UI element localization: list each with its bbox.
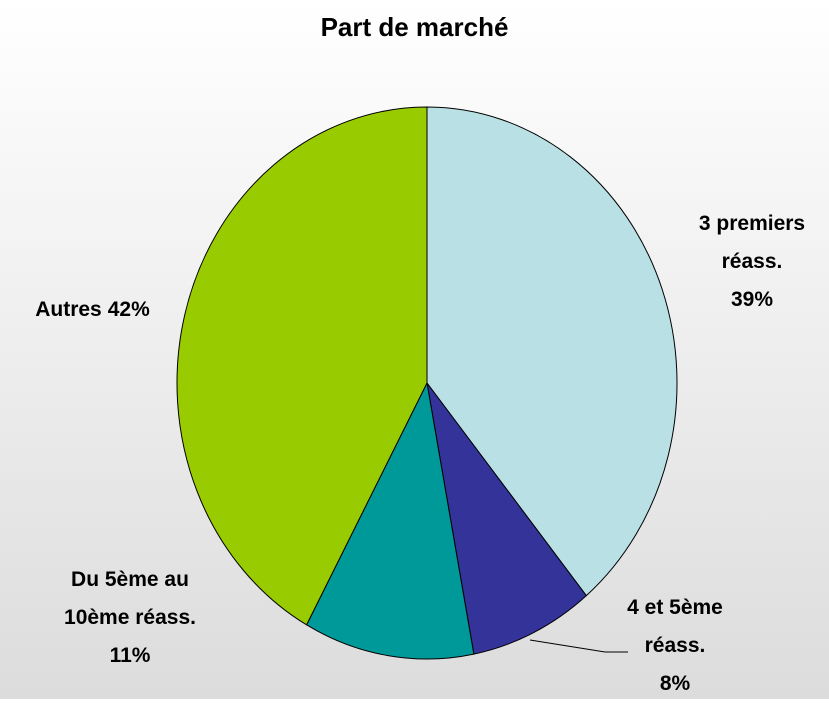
- chart-title: Part de marché: [320, 12, 509, 42]
- pie-slice: [305, 381, 475, 660]
- category-label: Autres: [35, 298, 102, 321]
- pie-slice: [426, 106, 678, 597]
- slice-label: Autres 42%: [0, 291, 185, 329]
- slice-label: 4 et 5ème réass. 8%: [605, 589, 745, 703]
- value-label: 11%: [109, 644, 151, 667]
- value-label: 39%: [730, 288, 774, 311]
- pie-slice: [426, 382, 588, 655]
- category-label: 3 premiers réass.: [698, 212, 806, 273]
- category-label: Du 5ème au 10ème réass.: [64, 568, 196, 629]
- pie-slice: [176, 106, 428, 626]
- slice-label: 3 premiers réass. 39%: [672, 205, 829, 319]
- value-label: 42%: [107, 298, 150, 321]
- leader-line: [529, 639, 628, 653]
- value-label: 8%: [659, 672, 691, 695]
- slice-label: Du 5ème au 10ème réass. 11%: [45, 561, 215, 675]
- category-label: 4 et 5ème réass.: [627, 596, 723, 657]
